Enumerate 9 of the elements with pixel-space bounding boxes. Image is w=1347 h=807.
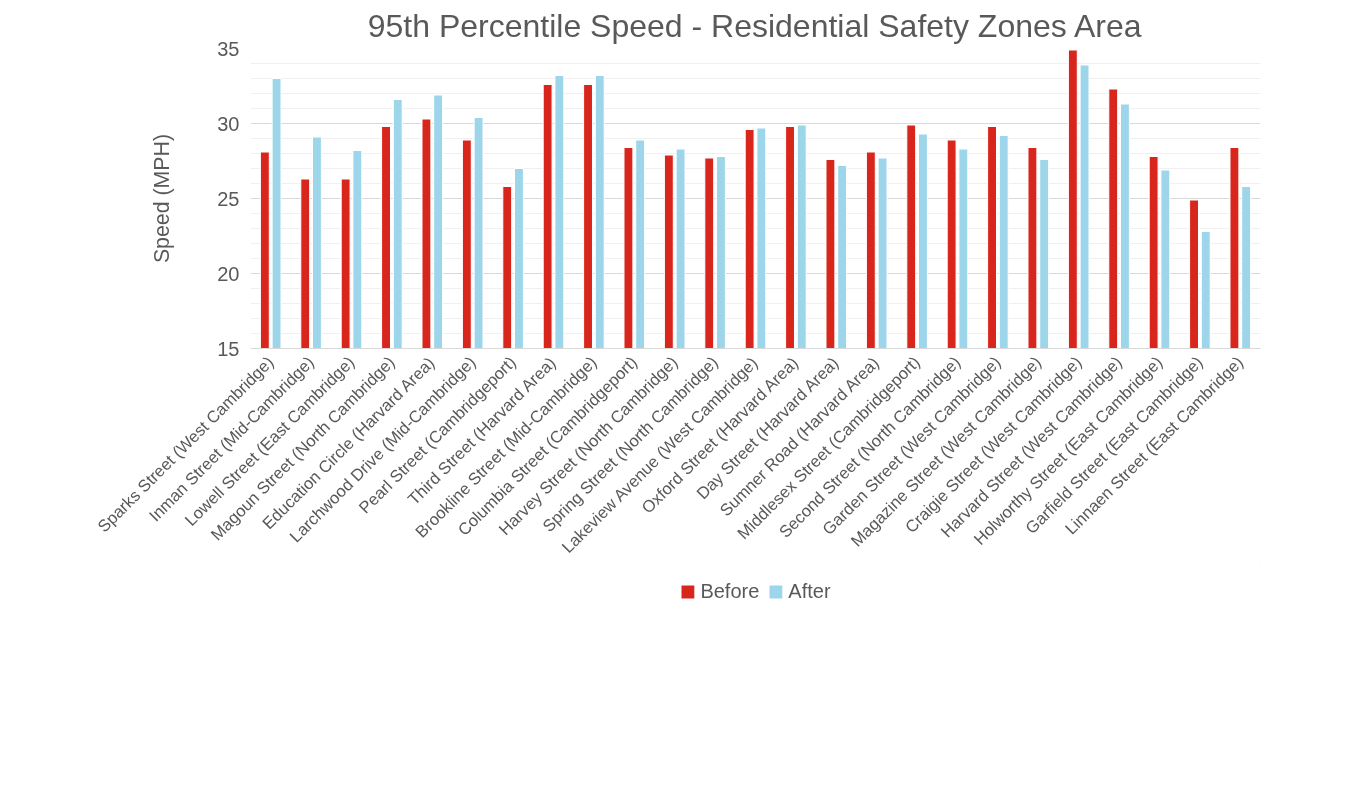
- legend-label: Before: [700, 579, 760, 603]
- chart-title: 95th Percentile Speed - Residential Safety Zones Area: [367, 7, 1142, 44]
- y-axis-title: Speed (MPH): [150, 133, 175, 264]
- y-tick-label: 25: [217, 187, 240, 210]
- y-tick-label: 30: [217, 112, 240, 135]
- y-tick-label: 35: [217, 37, 240, 60]
- y-tick-label: 20: [217, 262, 240, 285]
- y-tick-label: 15: [217, 337, 240, 360]
- legend-label: After: [788, 579, 831, 603]
